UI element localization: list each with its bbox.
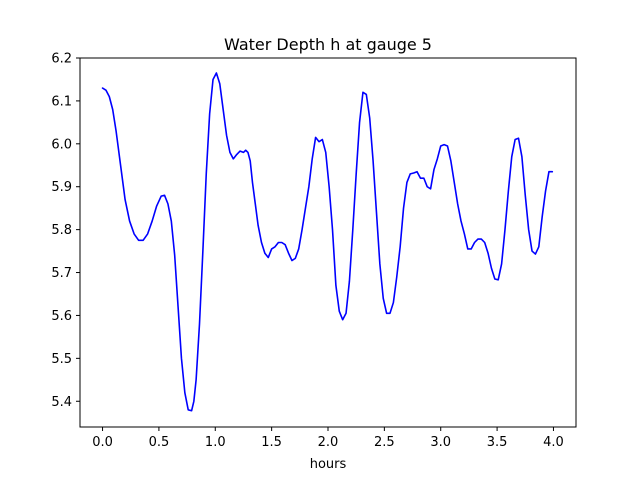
y-tick-label: 6.2 (51, 52, 72, 67)
y-tick-label: 5.7 (51, 266, 72, 281)
y-tick-label: 5.9 (51, 180, 72, 195)
x-tick-label: 4.0 (543, 435, 564, 450)
y-tick-label: 6.1 (51, 94, 72, 109)
x-tick-label: 1.0 (205, 435, 226, 450)
x-tick-label: 3.5 (487, 435, 508, 450)
x-tick-label: 2.5 (374, 435, 395, 450)
y-axis-ticks: 5.4 5.5 5.6 5.7 5.8 5.9 6.0 6.1 6.2 (51, 52, 80, 410)
x-tick-label: 3.0 (430, 435, 451, 450)
x-tick-label: 0.5 (149, 435, 170, 450)
y-tick-label: 5.5 (51, 352, 72, 367)
y-tick-label: 5.8 (51, 223, 72, 238)
plot-area (80, 58, 576, 427)
chart-title: Water Depth h at gauge 5 (224, 35, 432, 54)
x-axis-label: hours (310, 457, 347, 472)
x-tick-label: 0.0 (92, 435, 113, 450)
x-tick-label: 2.0 (318, 435, 339, 450)
y-tick-label: 5.4 (51, 395, 72, 410)
x-axis-ticks: 0.0 0.5 1.0 1.5 2.0 2.5 3.0 3.5 4.0 (92, 427, 564, 450)
y-tick-label: 6.0 (51, 137, 72, 152)
series-layer (101, 72, 554, 412)
series-line (101, 72, 554, 412)
x-tick-label: 1.5 (261, 435, 282, 450)
y-tick-label: 5.6 (51, 309, 72, 324)
